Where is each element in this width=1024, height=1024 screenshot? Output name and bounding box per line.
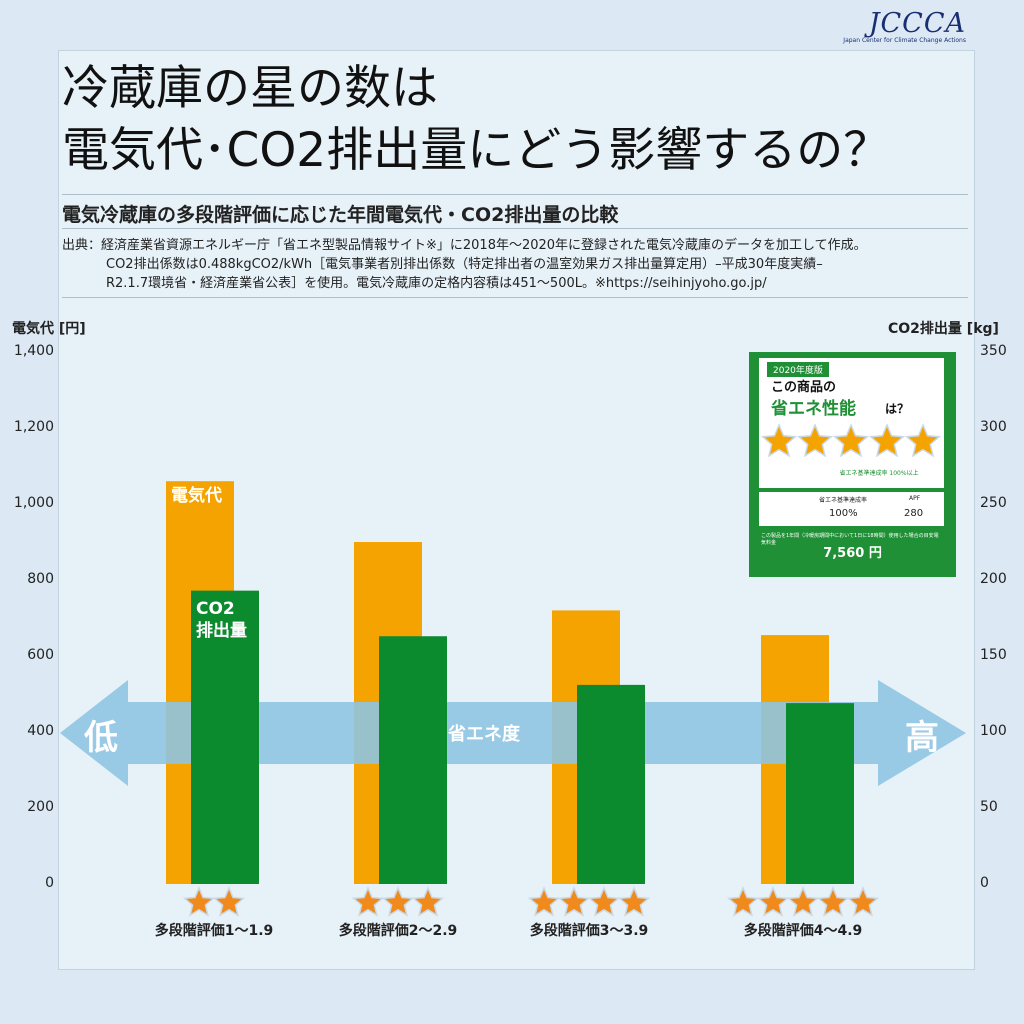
category-label: 多段階評価3～3.9	[529, 923, 649, 939]
logo-mark: JCCCA	[868, 8, 966, 39]
y-left-tick-label: 600	[27, 647, 54, 663]
y-left-tick-label: 400	[27, 723, 54, 739]
badge-achievement-label: 省エネ基準達成率	[819, 497, 868, 504]
page-title: 冷蔵庫の星の数は 電気代･CO2排出量にどう影響するの？	[62, 58, 890, 182]
category-label: 多段階評価4～4.9	[743, 923, 863, 939]
star-icon	[796, 424, 834, 458]
badge-cost-note: この製品を1年間（冷暖房期間中において1日に18時間）使用した場合の目安電気料金	[761, 533, 939, 546]
star-icon	[587, 886, 621, 917]
badge-apf-value: 280	[904, 508, 924, 519]
y-right-tick-label: 300	[980, 419, 1007, 435]
series-co2-bars	[191, 590, 854, 884]
y-axis-left-label: 電気代 [円]	[12, 321, 86, 337]
y-axis-right-label: CO2排出量 [kg]	[888, 321, 999, 337]
y-left-tick-label: 1,400	[13, 343, 54, 359]
chart-subtitle: 電気冷蔵庫の多段階評価に応じた年間電気代・CO2排出量の比較	[62, 204, 619, 226]
source-line-3: R2.1.7環境省・経済産業省公表］を使用。電気冷蔵庫の定格内容積は451～50…	[106, 276, 767, 291]
source-divider	[62, 297, 968, 298]
y-left-tick-label: 1,200	[13, 419, 54, 435]
badge-top-panel: 2020年度版 この商品の 省エネ性能 は？ 省エネ基準達成率 100%以上	[759, 358, 944, 488]
star-icon	[411, 886, 445, 917]
source-line-2: CO2排出係数は0.488kgCO2/kWh［電気事業者別排出係数（特定排出者の…	[106, 257, 823, 272]
badge-question-2: 省エネ性能	[771, 399, 856, 419]
badge-standard-note: 省エネ基準達成率 100%以上	[839, 470, 919, 477]
co2-bar	[786, 703, 854, 884]
star-icon	[617, 886, 651, 917]
y-left-tick-label: 0	[45, 875, 54, 891]
bar-label-co2-line2: 排出量	[196, 621, 247, 641]
badge-question-3: は？	[885, 402, 910, 416]
jccca-logo: JCCCA Japan Center for Climate Change Ac…	[843, 8, 966, 44]
star-icon	[726, 886, 760, 917]
logo-subtitle: Japan Center for Climate Change Actions	[843, 37, 966, 44]
source-line-1: 出典：経済産業省資源エネルギー庁「省エネ型製品情報サイト※」に2018年～202…	[62, 238, 867, 253]
badge-apf-label: APF	[909, 495, 921, 502]
star-icon	[527, 886, 561, 917]
y-right-tick-label: 200	[980, 571, 1007, 587]
subtitle-divider	[62, 228, 968, 229]
badge-question-1: この商品の	[771, 380, 837, 395]
y-right-tick-label: 350	[980, 343, 1007, 359]
co2-bar	[191, 590, 259, 884]
co2-bar	[379, 636, 447, 884]
star-icon	[846, 886, 880, 917]
y-right-tick-label: 100	[980, 723, 1007, 739]
y-right-tick-label: 250	[980, 495, 1007, 511]
y-right-tick-label: 150	[980, 647, 1007, 663]
energy-saving-arrow	[60, 680, 966, 786]
category-label: 多段階評価1～1.9	[154, 923, 274, 939]
star-icon	[182, 886, 216, 917]
star-icon	[786, 886, 820, 917]
star-icon	[868, 424, 906, 458]
title-divider	[62, 194, 968, 195]
badge-star-rating	[760, 424, 942, 458]
star-ratings	[182, 886, 880, 917]
star-icon	[816, 886, 850, 917]
bar-label-co2: CO2 排出量	[196, 598, 247, 642]
title-line-2: 電気代･CO2排出量にどう影響するの？	[62, 123, 891, 178]
star-icon	[212, 886, 246, 917]
arrow-mid-label: 省エネ度	[448, 724, 520, 745]
bar-label-cost: 電気代	[171, 486, 222, 506]
arrow-high-label: 高	[905, 718, 939, 758]
source-note: 出典：経済産業省資源エネルギー庁「省エネ型製品情報サイト※」に2018年～202…	[62, 236, 867, 293]
badge-achievement-value: 100%	[829, 508, 858, 519]
category-label: 多段階評価2～2.9	[338, 923, 458, 939]
y-right-tick-label: 50	[980, 799, 998, 815]
badge-edition: 2020年度版	[767, 362, 829, 377]
star-icon	[351, 886, 385, 917]
star-icon	[381, 886, 415, 917]
energy-label-badge: 2020年度版 この商品の 省エネ性能 は？ 省エネ基準達成率 100%以上 省…	[749, 352, 956, 577]
bar-label-co2-line1: CO2	[196, 599, 235, 619]
arrow-low-label: 低	[84, 718, 118, 758]
co2-bar	[577, 684, 645, 884]
y-left-tick-label: 200	[27, 799, 54, 815]
y-right-tick-label: 0	[980, 875, 989, 891]
y-left-tick-label: 1,000	[13, 495, 54, 511]
star-icon	[760, 424, 798, 458]
badge-cost-value: 7,560 円	[823, 546, 882, 561]
star-icon	[904, 424, 942, 458]
y-left-tick-label: 800	[27, 571, 54, 587]
star-icon	[832, 424, 870, 458]
star-icon	[557, 886, 591, 917]
series-cost-bars	[166, 481, 829, 884]
badge-lower-panel: 省エネ基準達成率 100% APF 280	[759, 492, 944, 526]
title-line-1: 冷蔵庫の星の数は	[62, 61, 438, 116]
star-icon	[756, 886, 790, 917]
